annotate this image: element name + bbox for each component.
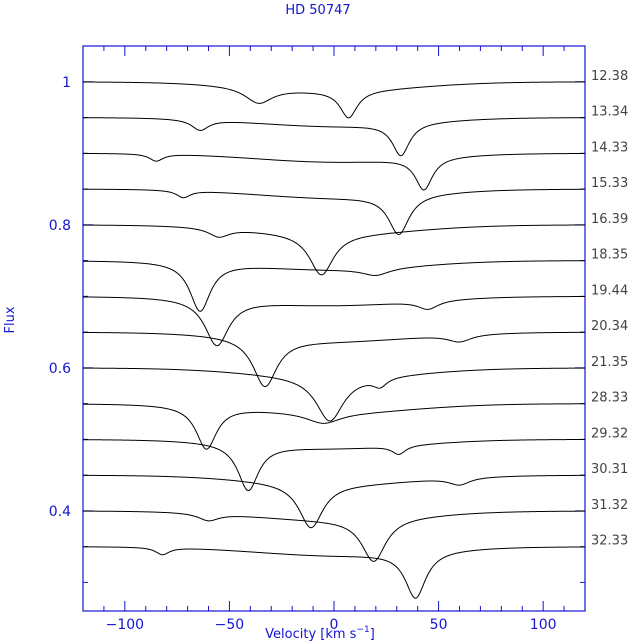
series-label: 20.34 (591, 319, 628, 334)
series-label: 21.35 (591, 355, 628, 370)
series-label: 31.32 (591, 498, 628, 513)
spectrum-line-8 (82, 367, 585, 422)
spectrum-line-6 (82, 296, 586, 347)
x-axis-label: Velocity [km s−1] (265, 625, 375, 642)
spectrum-line-4 (82, 224, 586, 276)
spectrum-line-1 (83, 117, 585, 157)
series-label: 16.39 (591, 212, 628, 227)
spectrum-line-3 (83, 188, 585, 236)
axis-ticks (82, 45, 586, 611)
plot-frame (82, 45, 586, 612)
y-axis-label: Flux (3, 306, 18, 333)
series-label: 12.38 (591, 69, 628, 84)
x-tick-labels: −100 −50 0 50 100 (106, 617, 557, 633)
spectrum-line-2 (83, 152, 586, 191)
spectrum-line-10 (83, 438, 586, 492)
x-tick-label: 0 (330, 617, 339, 633)
spectra-lines (82, 81, 586, 599)
series-label: 32.33 (591, 534, 628, 549)
series-label: 13.34 (591, 105, 628, 120)
spectrum-line-7 (83, 331, 586, 388)
series-label: 30.31 (591, 462, 628, 477)
y-tick-label: 1 (62, 75, 71, 91)
series-label: 14.33 (591, 140, 628, 155)
x-axis-label-main: Velocity [km s (265, 627, 357, 642)
y-tick-label: 0.8 (49, 218, 71, 234)
x-tick-label: 100 (530, 617, 557, 633)
x-tick-label: −50 (215, 617, 245, 633)
x-tick-label: 50 (430, 617, 448, 633)
x-tick-label: −100 (106, 617, 144, 633)
y-tick-label: 0.6 (49, 361, 71, 377)
y-tick-label: 0.4 (49, 504, 71, 520)
series-label: 15.33 (591, 176, 628, 191)
spectrum-line-0 (82, 81, 586, 119)
y-tick-labels: 0.4 0.6 0.8 1 (49, 75, 71, 520)
series-label: 19.44 (591, 283, 628, 298)
series-labels: 12.38 13.34 14.33 15.33 16.39 18.35 19.44 20.34… (591, 69, 628, 549)
series-label: 29.32 (591, 426, 628, 441)
spectrum-line-12 (82, 510, 585, 562)
spectrum-line-13 (83, 546, 585, 599)
series-label: 18.35 (591, 248, 628, 263)
x-axis-label-close: ] (370, 627, 375, 642)
spectrum-line-5 (82, 260, 586, 312)
series-label: 28.33 (591, 391, 628, 406)
x-axis-label-sup: −1 (356, 625, 369, 635)
chart-title: HD 50747 (285, 3, 350, 18)
spectrum-line-11 (82, 474, 585, 529)
spectrum-line-9 (82, 403, 585, 450)
